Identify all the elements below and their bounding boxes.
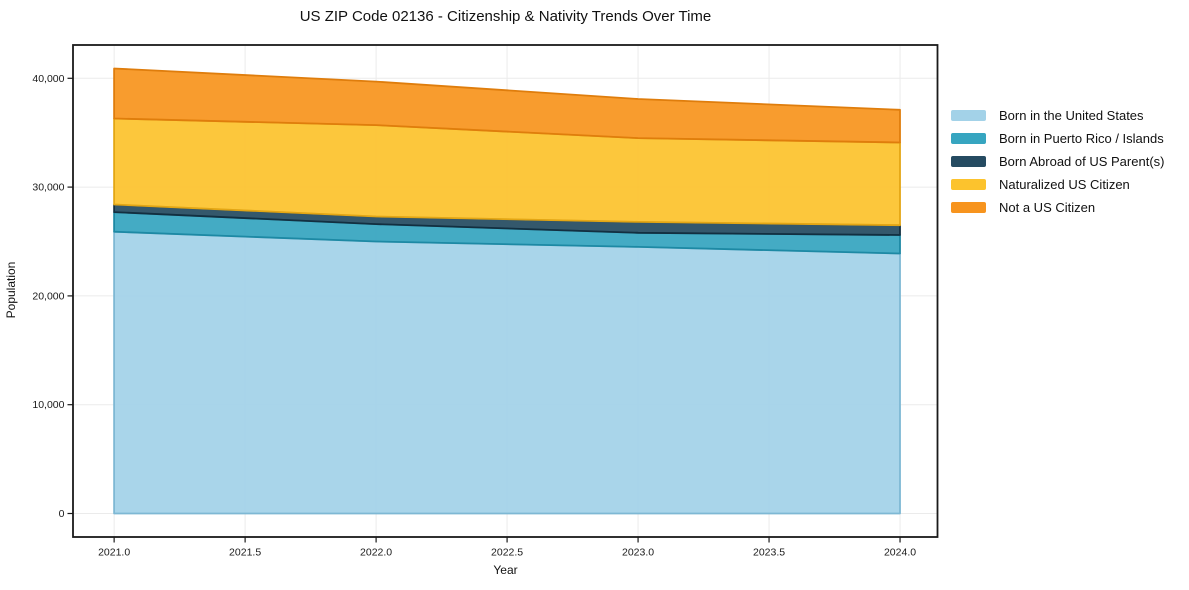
legend-swatch bbox=[951, 109, 986, 121]
legend-swatch bbox=[951, 155, 986, 167]
y-tick-label: 0 bbox=[59, 508, 65, 520]
y-tick-label: 20,000 bbox=[32, 290, 64, 302]
x-tick-label: 2023.5 bbox=[753, 547, 785, 559]
x-tick-label: 2022.0 bbox=[360, 547, 392, 559]
y-tick-label: 30,000 bbox=[32, 182, 64, 194]
legend-label: Born in Puerto Rico / Islands bbox=[999, 130, 1164, 146]
legend-label: Not a US Citizen bbox=[999, 200, 1096, 216]
legend-item-born-in-the-united-states: Born in the United States bbox=[951, 107, 1164, 123]
x-tick-label: 2021.5 bbox=[229, 547, 261, 559]
legend: Born in the United States Born in Puerto … bbox=[951, 107, 1164, 223]
legend-label: Born in the United States bbox=[999, 107, 1144, 123]
legend-label: Naturalized US Citizen bbox=[999, 177, 1130, 193]
x-tick-label: 2022.5 bbox=[491, 547, 523, 559]
legend-swatch bbox=[951, 179, 986, 191]
y-axis-label: Population bbox=[4, 261, 18, 319]
legend-item-born-abroad-of-us-parent-s: Born Abroad of US Parent(s) bbox=[951, 153, 1164, 169]
area-not-a-us-citizen bbox=[113, 67, 901, 144]
legend-label: Born Abroad of US Parent(s) bbox=[999, 153, 1165, 169]
legend-item-naturalized-us-citizen: Naturalized US Citizen bbox=[951, 177, 1164, 193]
plot-frame bbox=[72, 44, 939, 538]
legend-swatch bbox=[951, 202, 986, 214]
x-tick-label: 2024.0 bbox=[884, 547, 916, 559]
legend-item-not-a-us-citizen: Not a US Citizen bbox=[951, 200, 1164, 216]
y-tick-label: 10,000 bbox=[32, 399, 64, 411]
y-tick-label: 40,000 bbox=[32, 73, 64, 85]
area-born-in-the-united-states bbox=[113, 230, 901, 515]
x-tick-label: 2021.0 bbox=[98, 547, 130, 559]
legend-swatch bbox=[951, 132, 986, 144]
legend-item-born-in-puerto-rico-islands: Born in Puerto Rico / Islands bbox=[951, 130, 1164, 146]
x-axis-label: Year bbox=[493, 563, 518, 577]
chart-title: US ZIP Code 02136 - Citizenship & Nativi… bbox=[299, 8, 712, 25]
x-tick-label: 2023.0 bbox=[622, 547, 654, 559]
